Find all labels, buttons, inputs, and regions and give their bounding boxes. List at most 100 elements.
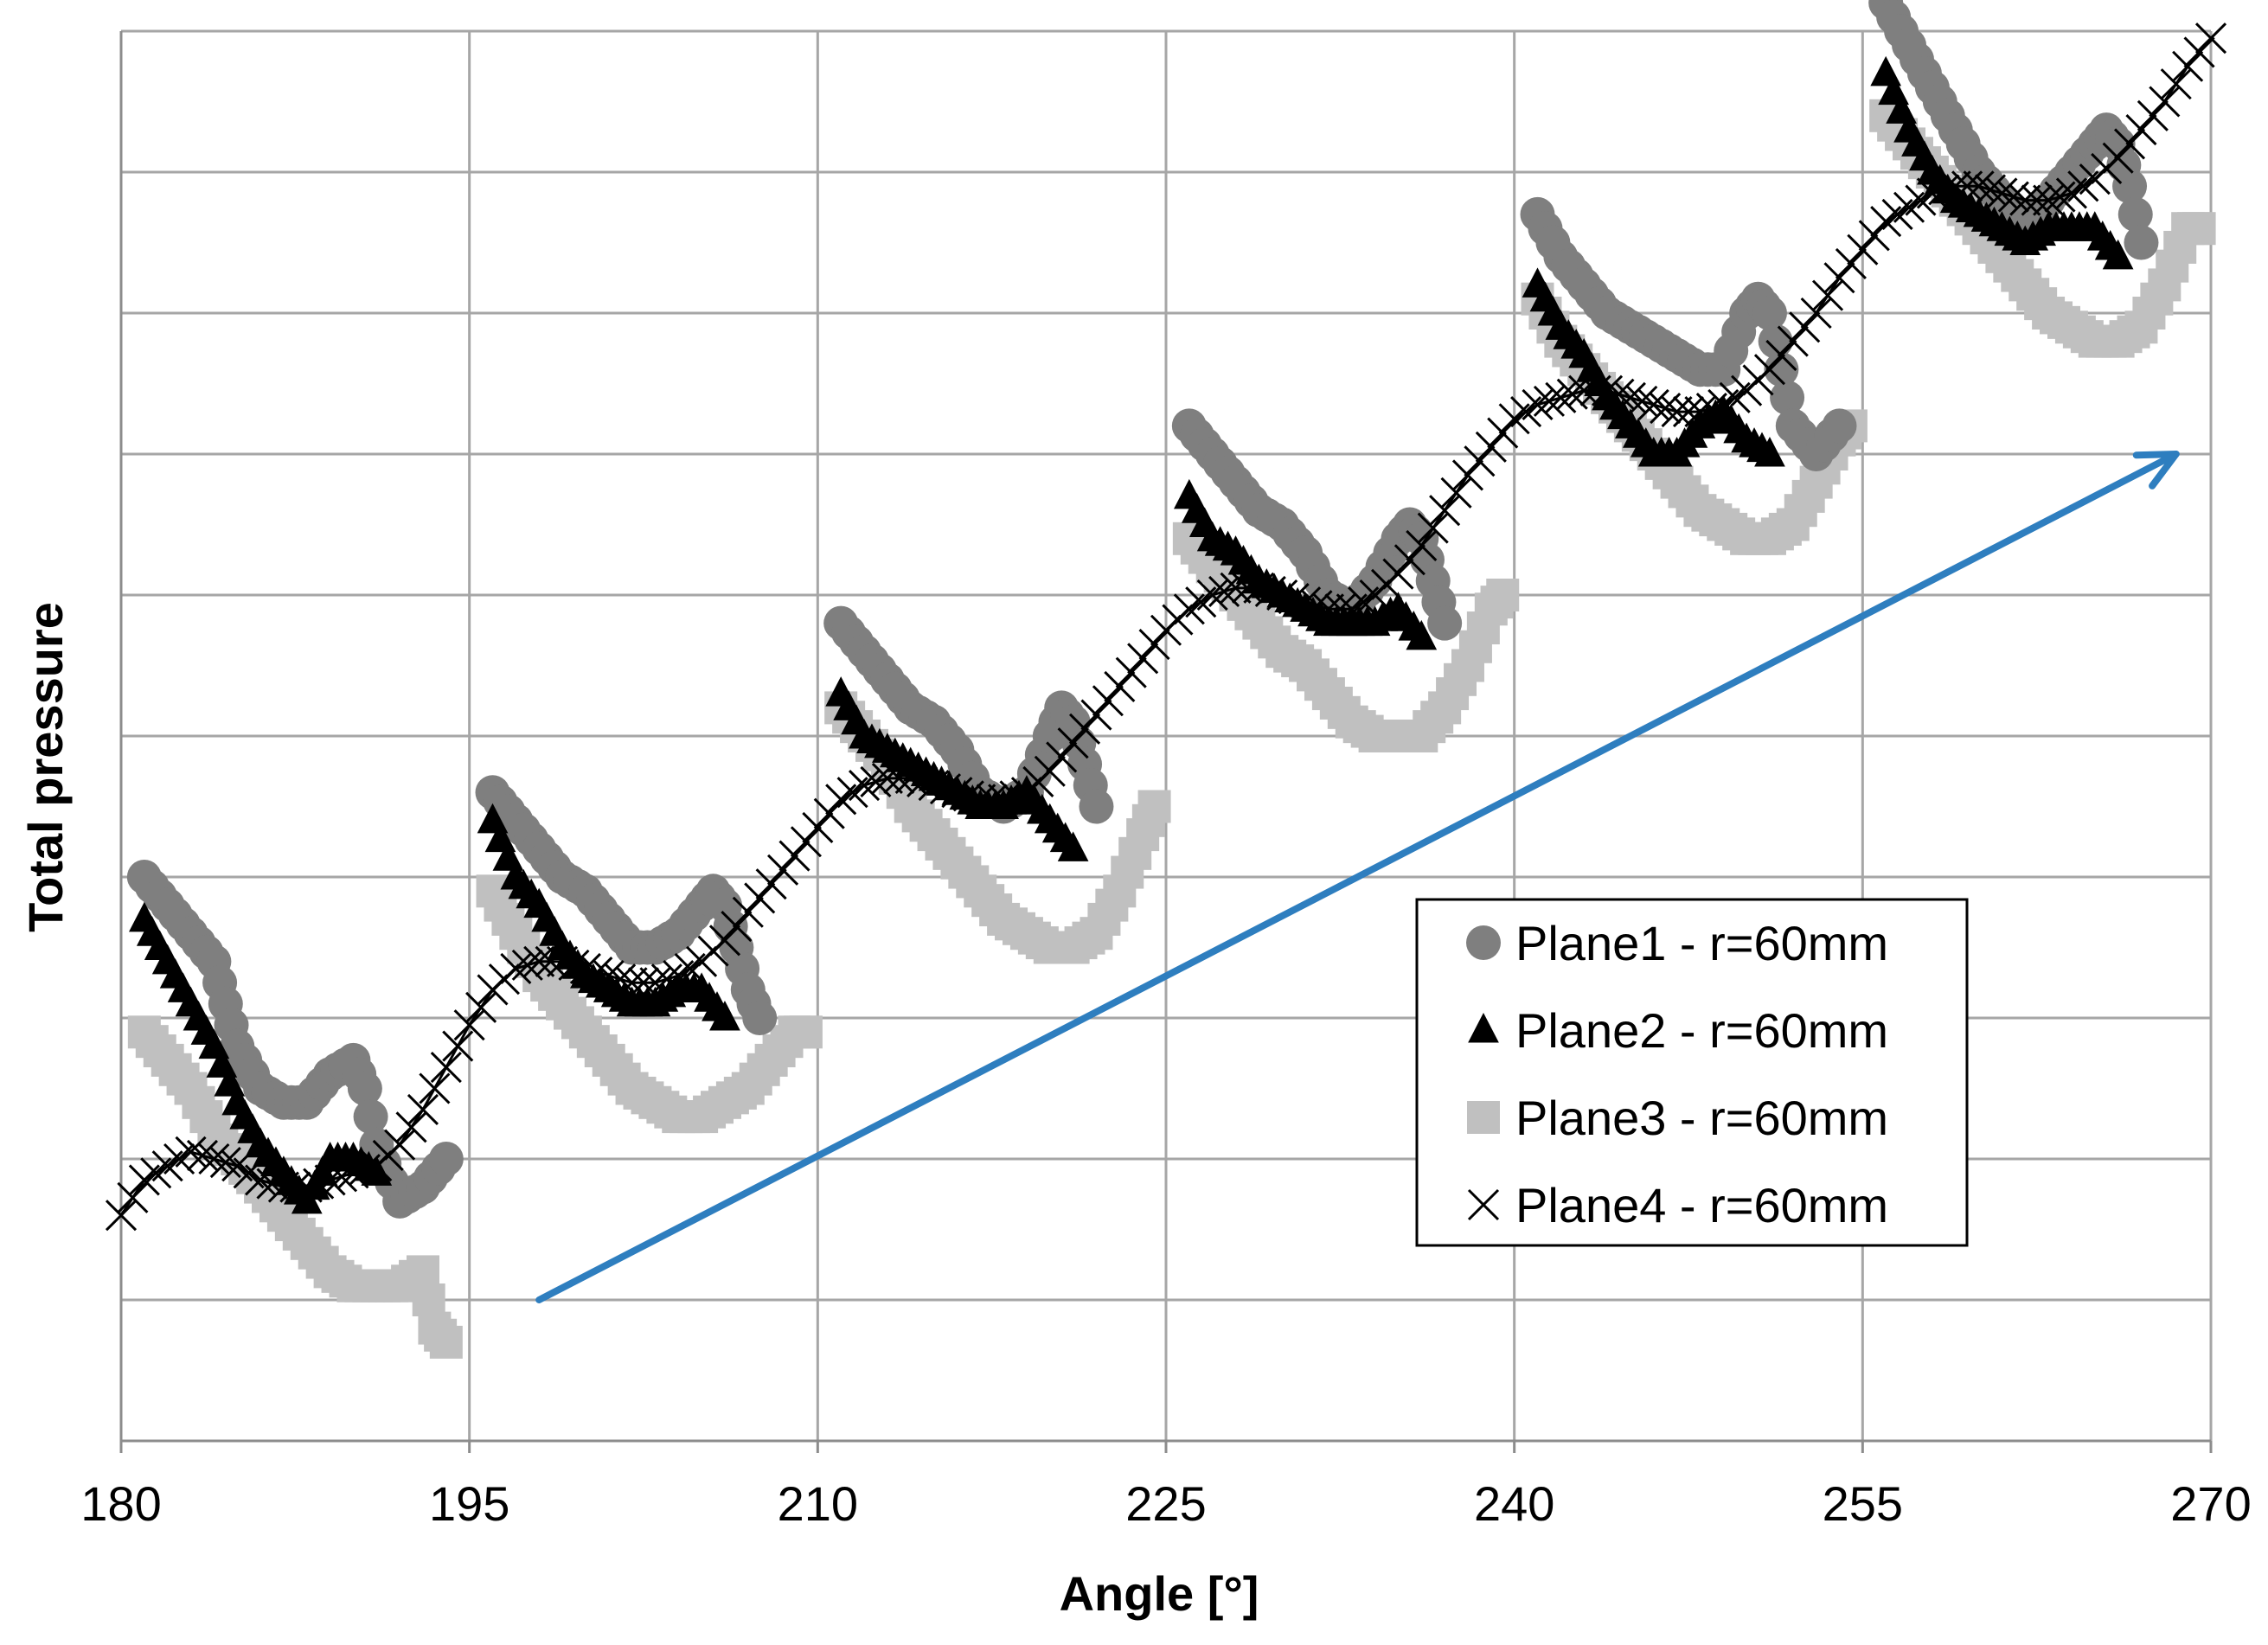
trend-arrow-shaft — [535, 451, 2180, 1303]
data-point — [267, 1171, 299, 1203]
data-point — [755, 868, 787, 900]
x-marker-stroke — [1928, 174, 1960, 206]
data-point — [337, 1157, 369, 1189]
x-marker-stroke — [627, 967, 660, 999]
x-marker-stroke — [871, 762, 903, 794]
data-point — [1764, 352, 1799, 387]
x-marker-stroke — [419, 1072, 451, 1104]
x-marker-stroke — [708, 925, 741, 957]
x-marker-stroke — [1963, 170, 1995, 202]
legend-marker-plane3 — [1467, 1101, 1500, 1134]
x-marker-stroke — [1467, 1188, 1500, 1221]
x-marker-stroke — [721, 910, 753, 943]
x-marker-stroke — [790, 826, 822, 858]
x-axis-title: Angle [°] — [1060, 1566, 1259, 1621]
data-point — [2125, 114, 2157, 146]
x-marker-stroke — [732, 896, 764, 928]
data-point — [1104, 670, 1136, 703]
x-marker-stroke — [105, 1200, 138, 1232]
x-marker-stroke — [1916, 177, 1948, 209]
data-point — [209, 1147, 241, 1179]
legend-label-plane4: Plane4 - r=60mm — [1515, 1178, 1888, 1232]
legend-box — [1415, 898, 1969, 1247]
data-point — [871, 762, 903, 794]
x-marker-stroke — [1487, 417, 1519, 449]
data-point — [1765, 339, 1797, 371]
data-point — [1464, 445, 1496, 477]
data-point — [353, 1099, 388, 1135]
x-marker-stroke — [1393, 544, 1426, 576]
data-point — [186, 1139, 219, 1171]
x-marker-stroke — [430, 1051, 462, 1084]
x-marker-stroke — [941, 777, 973, 809]
data-point — [778, 840, 810, 872]
data-point — [406, 1255, 439, 1289]
x-marker-stroke — [1522, 388, 1554, 421]
data-point — [593, 960, 625, 992]
data-point — [813, 797, 845, 829]
data-point — [1986, 177, 2018, 209]
x-marker-stroke — [1753, 354, 1786, 386]
x-marker-stroke — [1661, 396, 1693, 428]
data-point — [639, 967, 671, 999]
legend-marker-plane4 — [1467, 1188, 1500, 1221]
x-marker-stroke — [233, 1157, 265, 1189]
legend: Plane1 - r=60mm Plane2 - r=60mm Plane3 -… — [1415, 898, 1969, 1247]
x-marker-stroke — [650, 963, 682, 995]
x-marker-stroke — [999, 780, 1031, 812]
x-tick-label: 255 — [1823, 1476, 1903, 1531]
data-point — [848, 769, 881, 802]
data-point — [802, 811, 834, 844]
x-marker-stroke — [1684, 396, 1716, 428]
x-marker-stroke — [1440, 477, 1472, 509]
x-marker-stroke — [2021, 184, 2053, 216]
data-point — [2183, 36, 2215, 68]
data-point — [2137, 99, 2169, 131]
data-point — [1068, 713, 1101, 745]
x-marker-stroke — [349, 1154, 381, 1186]
legend-marker-plane2 — [1468, 1012, 1499, 1043]
data-point — [708, 925, 741, 957]
x-marker-stroke — [175, 1136, 207, 1168]
data-point — [1754, 436, 1785, 467]
x-marker-stroke — [907, 765, 939, 798]
data-point — [1406, 529, 1438, 562]
x-marker-stroke — [1324, 593, 1356, 625]
data-point — [2112, 169, 2148, 204]
x-marker-stroke — [500, 952, 532, 985]
x-marker-stroke — [1115, 656, 1147, 688]
data-point — [2102, 239, 2134, 270]
x-marker-stroke — [1464, 445, 1496, 477]
x-marker-stroke — [442, 1030, 474, 1062]
data-point — [1603, 378, 1635, 410]
data-point — [1939, 170, 1971, 202]
data-point — [419, 1072, 451, 1104]
x-marker-stroke — [1533, 385, 1565, 417]
data-point — [428, 1142, 464, 1176]
x-marker-stroke — [1104, 670, 1136, 703]
x-marker-stroke — [1603, 378, 1635, 410]
data-point — [105, 1200, 138, 1232]
data-point — [1092, 685, 1124, 717]
x-marker-stroke — [1545, 381, 1577, 413]
data-point — [1626, 385, 1658, 417]
x-marker-stroke — [1765, 339, 1797, 371]
data-point — [1753, 354, 1786, 386]
data-point — [1522, 388, 1554, 421]
x-marker-stroke — [1243, 572, 1275, 604]
data-point — [709, 1000, 740, 1031]
x-marker-stroke — [1417, 512, 1449, 544]
x-marker-stroke — [1451, 459, 1484, 491]
x-marker-stroke — [581, 956, 613, 989]
x-marker-stroke — [964, 784, 996, 816]
data-point — [1440, 477, 1472, 509]
data-point — [1568, 374, 1600, 406]
data-point — [1916, 177, 1948, 209]
data-point — [384, 1129, 416, 1161]
x-marker-stroke — [209, 1147, 241, 1179]
legend-label-plane2: Plane2 - r=60mm — [1515, 1003, 1888, 1058]
x-marker-stroke — [1568, 374, 1600, 406]
data-point — [1770, 380, 1805, 415]
x-marker-stroke — [1220, 572, 1252, 604]
data-point — [1486, 579, 1520, 611]
